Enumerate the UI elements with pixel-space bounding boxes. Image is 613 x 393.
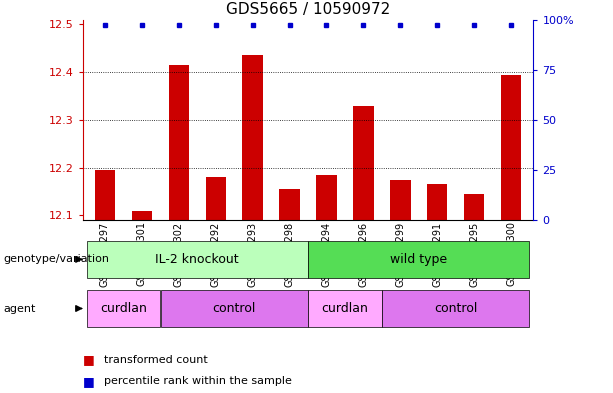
Text: control: control	[434, 302, 478, 315]
Text: ■: ■	[83, 353, 94, 366]
Text: genotype/variation: genotype/variation	[3, 254, 109, 264]
Bar	[383, 290, 529, 327]
Text: ■: ■	[83, 375, 94, 388]
Text: control: control	[213, 302, 256, 315]
Title: GDS5665 / 10590972: GDS5665 / 10590972	[226, 2, 390, 17]
Bar	[308, 241, 529, 278]
Bar	[308, 290, 381, 327]
Bar	[87, 290, 160, 327]
Text: IL-2 knockout: IL-2 knockout	[156, 253, 239, 266]
Text: percentile rank within the sample: percentile rank within the sample	[104, 376, 292, 386]
Text: curdlan: curdlan	[100, 302, 147, 315]
Bar	[87, 241, 308, 278]
Bar	[169, 65, 189, 220]
Text: wild type: wild type	[390, 253, 447, 266]
Bar	[95, 170, 115, 220]
Text: transformed count: transformed count	[104, 354, 208, 365]
Bar	[501, 75, 521, 220]
Bar	[243, 55, 263, 220]
Bar	[132, 211, 152, 220]
Bar	[353, 106, 373, 220]
Text: agent: agent	[3, 303, 36, 314]
Bar	[280, 189, 300, 220]
Bar	[390, 180, 411, 220]
Bar	[161, 290, 308, 327]
Bar	[316, 175, 337, 220]
Bar	[464, 194, 484, 220]
Text: curdlan: curdlan	[322, 302, 368, 315]
Bar	[427, 184, 447, 220]
Bar	[205, 177, 226, 220]
